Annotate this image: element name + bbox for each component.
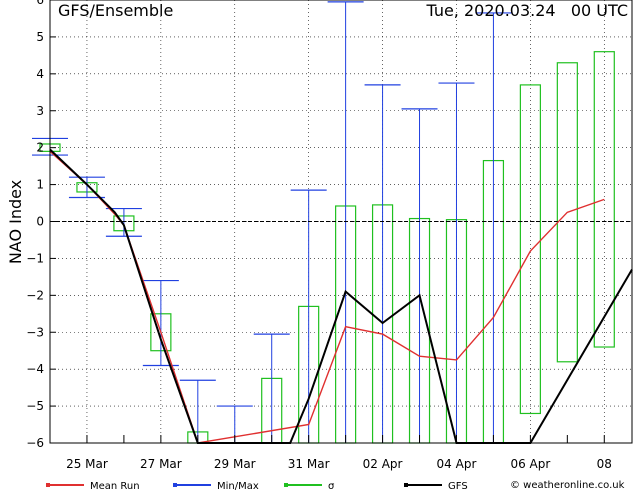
y-tick-label: −6 [26, 436, 44, 450]
y-tick-label: −4 [26, 362, 44, 376]
legend: Mean Run Min/Max σ GFS [46, 481, 468, 490]
mean-run-line [49, 150, 605, 444]
x-tick-label: 31 Mar [288, 457, 330, 471]
minmax-bars [32, 1, 512, 443]
legend-label: Mean Run [90, 481, 140, 490]
chart-title: GFS/Ensemble [58, 1, 173, 20]
y-tick-label: 0 [36, 215, 44, 229]
sigma-box [556, 62, 578, 363]
x-tick-label: 25 Mar [66, 457, 108, 471]
x-tick-label: 04 Apr [437, 457, 477, 471]
sigma-box [593, 51, 615, 348]
sigma-boxes [39, 51, 615, 444]
x-tick-label: 02 Apr [363, 457, 403, 471]
legend-item: σ [284, 481, 335, 490]
y-tick-label: −5 [26, 399, 44, 413]
series-lines [49, 148, 633, 444]
credit-text: © weatheronline.co.uk [510, 480, 625, 490]
x-tick-label: 29 Mar [214, 457, 256, 471]
y-tick-label: −3 [26, 325, 44, 339]
y-tick-label: 6 [36, 0, 44, 7]
legend-marker [284, 483, 288, 487]
y-tick-label: 4 [36, 67, 44, 81]
legend-item: GFS [404, 481, 468, 490]
legend-item: Mean Run [46, 481, 140, 490]
sigma-box [519, 84, 541, 415]
x-tick-labels: 25 Mar 27 Mar 29 Mar 31 Mar 02 Apr 04 Apr 06 A… [66, 457, 612, 471]
y-tick-labels: −6 −5 −4 −3 −2 −1 0 1 2 3 4 5 6 [26, 0, 56, 450]
y-tick-label: 3 [36, 104, 44, 118]
x-tick-label: 08 [597, 457, 612, 471]
legend-label: GFS [448, 481, 468, 490]
run-date-label: Tue, 2020.03.24 00 UTC [425, 1, 628, 20]
y-tick-label: −1 [26, 251, 44, 265]
y-tick-label: 2 [36, 141, 44, 155]
legend-label: Min/Max [217, 481, 259, 490]
y-axis-label: NAO Index [6, 180, 25, 264]
gfs-line [49, 148, 633, 444]
x-tick-label: 27 Mar [140, 457, 182, 471]
legend-marker [46, 483, 50, 487]
y-tick-label: 1 [36, 178, 44, 192]
x-tick-label: 06 Apr [510, 457, 550, 471]
y-tick-label: −2 [26, 288, 44, 302]
y-tick-label: 5 [36, 30, 44, 44]
legend-label: σ [328, 481, 335, 490]
legend-item: Min/Max [173, 481, 259, 490]
legend-marker [173, 483, 177, 487]
legend-marker [404, 483, 408, 487]
